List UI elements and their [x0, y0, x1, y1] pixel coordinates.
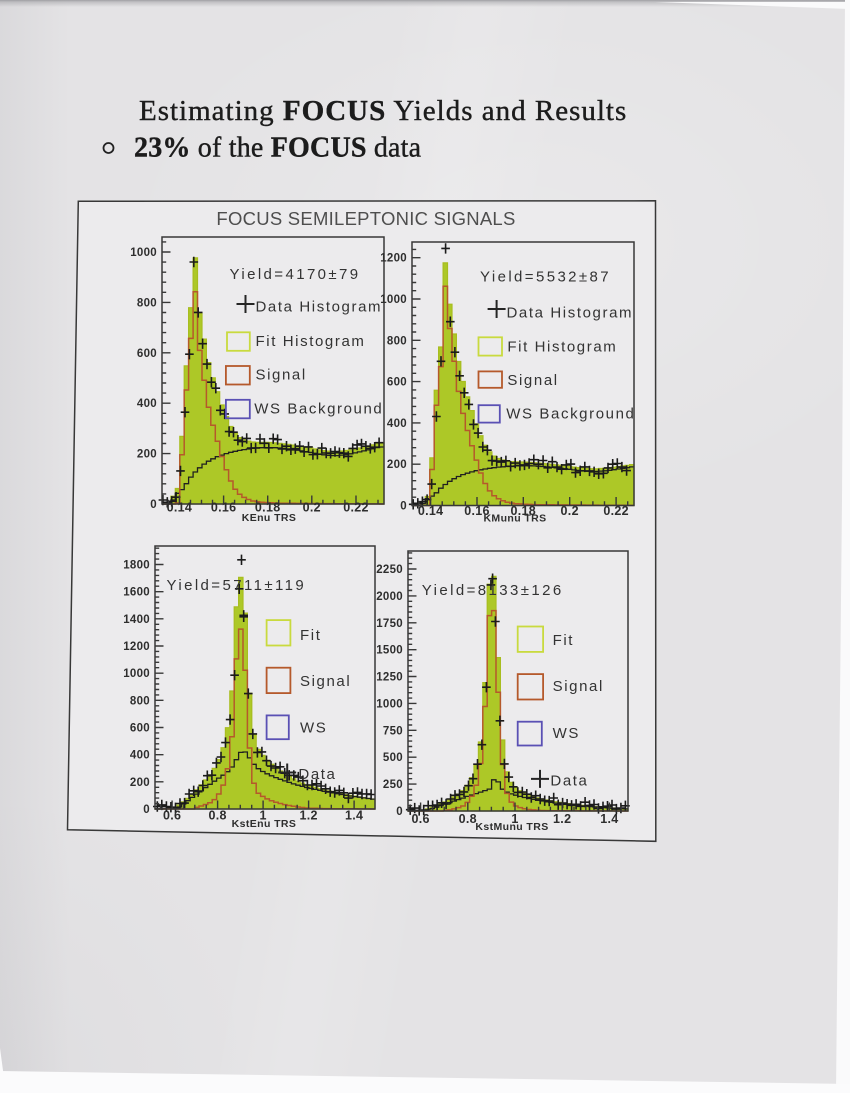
svg-text:WS Background: WS Background [506, 405, 635, 422]
svg-text:0.22: 0.22 [603, 504, 629, 518]
svg-text:Signal: Signal [507, 372, 558, 389]
svg-text:Estimating FOCUS Yields and Re: Estimating FOCUS Yields and Results [139, 95, 627, 127]
svg-text:1.4: 1.4 [600, 812, 618, 826]
svg-text:Fit: Fit [553, 632, 574, 649]
svg-text:Data Histogram: Data Histogram [256, 299, 383, 316]
svg-text:600: 600 [130, 723, 150, 735]
svg-text:1000: 1000 [380, 294, 407, 306]
svg-text:1500: 1500 [376, 645, 403, 657]
svg-text:200: 200 [130, 777, 150, 789]
svg-text:0.8: 0.8 [459, 812, 477, 826]
svg-text:1000: 1000 [376, 698, 403, 710]
svg-text:2000: 2000 [376, 591, 403, 603]
svg-text:Yield=5532±87: Yield=5532±87 [480, 269, 611, 286]
svg-text:500: 500 [383, 752, 403, 764]
svg-text:1: 1 [511, 812, 518, 826]
svg-text:0.18: 0.18 [511, 504, 537, 518]
svg-text:800: 800 [137, 297, 157, 309]
svg-text:FOCUS SEMILEPTONIC SIGNALS: FOCUS SEMILEPTONIC SIGNALS [216, 208, 515, 229]
svg-text:Signal: Signal [300, 673, 351, 690]
svg-text:Yield=4170±79: Yield=4170±79 [230, 266, 361, 283]
svg-text:1200: 1200 [380, 253, 407, 265]
svg-text:0.2: 0.2 [561, 504, 579, 518]
svg-text:400: 400 [130, 750, 150, 762]
svg-text:0.2: 0.2 [303, 501, 321, 515]
svg-text:Data Histogram: Data Histogram [507, 305, 634, 322]
svg-text:600: 600 [137, 348, 157, 360]
svg-text:1.2: 1.2 [299, 809, 317, 823]
svg-text:WS Background: WS Background [254, 400, 383, 417]
svg-text:0.18: 0.18 [255, 501, 281, 515]
svg-text:1750: 1750 [376, 618, 403, 630]
svg-text:Yield=5711±119: Yield=5711±119 [167, 577, 307, 594]
svg-text:400: 400 [137, 398, 157, 410]
svg-text:0: 0 [150, 499, 157, 511]
svg-text:800: 800 [387, 335, 407, 347]
svg-text:1200: 1200 [123, 641, 150, 653]
svg-text:Fit: Fit [300, 627, 321, 644]
svg-text:KEnu TRS: KEnu TRS [242, 512, 297, 524]
svg-text:200: 200 [387, 459, 407, 471]
svg-text:KstMunu TRS: KstMunu TRS [475, 821, 548, 833]
svg-text:250: 250 [383, 779, 403, 791]
svg-text:1400: 1400 [123, 614, 150, 626]
svg-text:KMunu TRS: KMunu TRS [483, 513, 546, 525]
svg-text:1600: 1600 [123, 587, 150, 599]
svg-text:600: 600 [387, 377, 407, 389]
svg-text:1800: 1800 [123, 560, 150, 572]
svg-text:Fit Histogram: Fit Histogram [507, 338, 617, 355]
svg-text:0.6: 0.6 [163, 809, 181, 823]
svg-text:KstEnu TRS: KstEnu TRS [232, 818, 297, 830]
svg-text:1000: 1000 [123, 668, 150, 680]
svg-text:23% of the FOCUS data: 23% of the FOCUS data [134, 133, 422, 164]
svg-text:0: 0 [143, 804, 150, 816]
svg-text:1.4: 1.4 [345, 809, 363, 823]
svg-text:Yield=8133±126: Yield=8133±126 [422, 582, 564, 599]
svg-text:0.6: 0.6 [411, 812, 429, 826]
svg-text:Data: Data [550, 773, 588, 790]
svg-text:WS: WS [300, 719, 327, 736]
svg-text:0: 0 [400, 501, 407, 513]
svg-text:0.14: 0.14 [418, 504, 444, 518]
svg-text:WS: WS [553, 725, 580, 742]
svg-text:0.16: 0.16 [211, 501, 237, 515]
svg-text:0.22: 0.22 [343, 501, 369, 515]
svg-text:0.16: 0.16 [464, 504, 490, 518]
svg-text:0.14: 0.14 [167, 501, 193, 515]
svg-text:1: 1 [259, 809, 266, 823]
svg-text:400: 400 [387, 418, 407, 430]
svg-text:1250: 1250 [376, 672, 403, 684]
svg-text:0.8: 0.8 [208, 809, 226, 823]
svg-text:2250: 2250 [376, 564, 403, 576]
svg-text:Signal: Signal [256, 367, 307, 384]
svg-text:Signal: Signal [553, 678, 604, 695]
svg-text:Data: Data [298, 766, 336, 783]
svg-text:Fit Histogram: Fit Histogram [256, 333, 366, 350]
svg-text:750: 750 [383, 725, 403, 737]
svg-text:800: 800 [130, 695, 150, 707]
svg-text:1000: 1000 [130, 247, 157, 259]
svg-text:0: 0 [396, 806, 403, 818]
svg-text:200: 200 [137, 449, 157, 461]
svg-text:1.2: 1.2 [553, 812, 571, 826]
